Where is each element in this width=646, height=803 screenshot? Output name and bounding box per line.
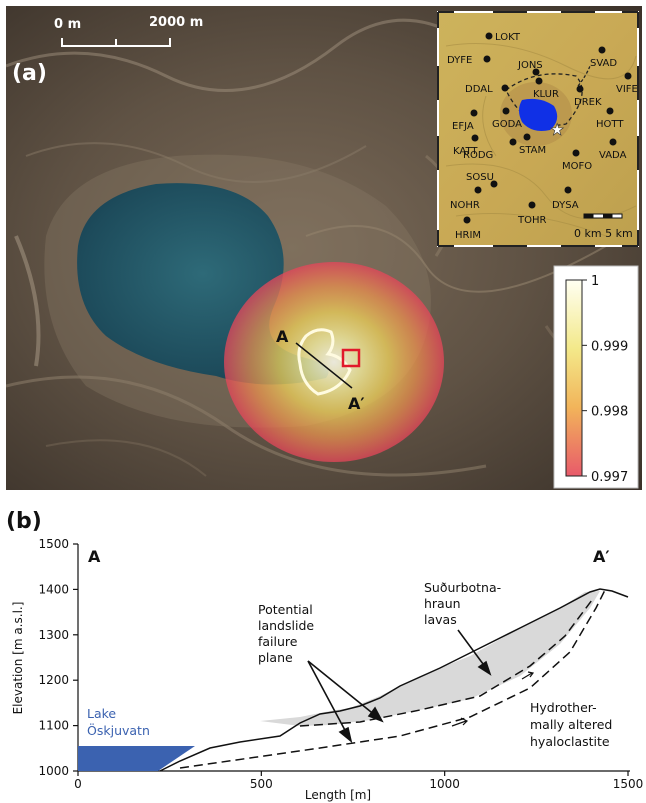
- station-label: DYFE: [447, 55, 472, 66]
- station-label: KLUR: [533, 89, 559, 100]
- colorbar-tick-label: 1: [591, 274, 599, 289]
- station-label: TOHR: [517, 215, 546, 226]
- failure-plane-lower: [179, 589, 606, 769]
- axes: [77, 544, 630, 772]
- x-axis-ticks: 0 500 1000 1500: [74, 771, 643, 791]
- x-tick-label: 1500: [613, 777, 644, 791]
- station-label: NOHR: [450, 200, 480, 211]
- slip-arrow-lower: [451, 717, 469, 727]
- panel-b-label: (b): [6, 509, 42, 534]
- lake-annotation: Lake Öskjuvatn: [87, 706, 150, 738]
- x-axis-label: Length [m]: [305, 788, 371, 802]
- station-marker: [463, 216, 471, 224]
- y-axis-label: Elevation [m a.s.l.]: [11, 602, 25, 715]
- inset-map: ★ LOKT SVAD DYFE JONS VIFE DDAL KLUR DREK HOTT EF…: [437, 11, 639, 247]
- colorbar-tick-label: 0.999: [591, 339, 628, 354]
- station-label: EFJA: [452, 121, 474, 132]
- landslide-outline: [297, 328, 352, 396]
- station-label: HRIM: [455, 230, 481, 241]
- station-label: KATT: [453, 146, 478, 157]
- colorbar-tick-label: 0.997: [591, 470, 628, 485]
- scale-bar: 0 m 2000 m: [54, 15, 203, 47]
- station-label: SVAD: [590, 58, 617, 69]
- station-marker: [470, 109, 478, 117]
- map-panel: A A′ (a) 0 m 2000 m ★ LOKT SVAD DYFE JONS VI…: [6, 6, 642, 490]
- y-tick-label: 1300: [38, 628, 69, 642]
- station-label: HOTT: [596, 119, 624, 130]
- station-label: JONS: [517, 60, 543, 71]
- failure-plane-annotation: Potential landslide failure plane: [258, 602, 318, 665]
- station-label: RODG: [463, 150, 493, 161]
- inset-scale-bar: 0 km 5 km: [574, 213, 633, 240]
- station-layer: LOKT SVAD DYFE JONS VIFE DDAL KLUR DREK HOTT EFJA…: [447, 32, 638, 241]
- y-tick-label: 1400: [38, 582, 69, 596]
- station-marker: [535, 77, 543, 85]
- station-label: DYSA: [552, 200, 579, 211]
- colorbar-tick-label: 0.998: [591, 405, 628, 420]
- station-marker: [528, 201, 536, 209]
- annotation-arrows: [307, 629, 492, 744]
- station-marker: [606, 107, 614, 115]
- slip-arrow-upper: [521, 671, 535, 680]
- focus-box: [341, 348, 361, 368]
- station-label: DREK: [574, 97, 602, 108]
- profile-line: [295, 342, 353, 389]
- station-label: LOKT: [495, 32, 521, 43]
- y-tick-label: 1200: [38, 673, 69, 687]
- station-marker: [509, 138, 517, 146]
- star-icon: ★: [550, 120, 564, 139]
- scale-bar-right: 2000 m: [149, 15, 203, 30]
- x-tick-label: 1000: [429, 777, 460, 791]
- y-tick-label: 1500: [38, 537, 69, 551]
- station-label: VADA: [599, 150, 627, 161]
- lava-annotation: Suðurbotna- hraun lavas: [424, 580, 505, 627]
- station-marker: [485, 32, 493, 40]
- profile-start-label: A: [276, 327, 289, 346]
- station-label: SOSU: [466, 172, 494, 183]
- scale-bar-left: 0 m: [54, 17, 81, 32]
- station-marker: [471, 134, 479, 142]
- station-marker: [502, 107, 510, 115]
- station-label: VIFE: [616, 84, 638, 95]
- failure-plane-upper: [299, 599, 593, 727]
- section-start-label: A: [88, 547, 101, 566]
- station-marker: [523, 133, 531, 141]
- inset-scale-label: 0 km 5 km: [574, 227, 633, 240]
- station-marker: [483, 55, 491, 63]
- terrain-texture: [6, 18, 628, 477]
- coherence-overlay: [224, 262, 444, 462]
- station-marker: [532, 68, 540, 76]
- x-tick-label: 500: [250, 777, 273, 791]
- station-marker: [572, 149, 580, 157]
- station-label: GODA: [492, 119, 522, 130]
- panel-a-label: (a): [12, 61, 47, 86]
- colorbar: 1 0.999 0.998 0.997: [553, 265, 639, 489]
- station-marker: [598, 46, 606, 54]
- y-axis-ticks: 1500 1400 1300 1200 1100 1000: [38, 537, 78, 778]
- section-end-label: A′: [593, 547, 610, 566]
- station-marker: [624, 72, 632, 80]
- station-marker: [474, 186, 482, 194]
- station-label: DDAL: [465, 84, 493, 95]
- station-label: STAM: [519, 145, 546, 156]
- station-marker: [501, 84, 509, 92]
- y-tick-label: 1100: [38, 719, 69, 733]
- station-marker: [576, 85, 584, 93]
- topographic-profile: [159, 588, 629, 772]
- profile-end-label: A′: [348, 394, 365, 413]
- station-marker: [490, 180, 498, 188]
- altered-rock-annotation: Hydrother- mally altered hyaloclastite: [530, 700, 616, 749]
- station-label: MOFO: [562, 161, 592, 172]
- x-tick-label: 0: [74, 777, 82, 791]
- station-marker: [609, 138, 617, 146]
- lake-body: [78, 746, 195, 771]
- y-tick-label: 1000: [38, 764, 69, 778]
- station-marker: [564, 186, 572, 194]
